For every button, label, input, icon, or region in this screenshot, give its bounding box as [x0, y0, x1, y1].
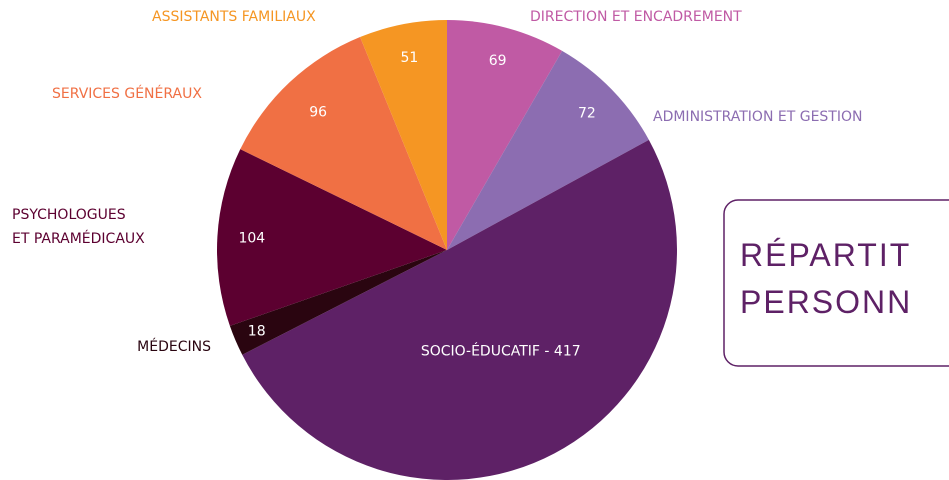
- pie-slice: [242, 139, 677, 480]
- category-label: PSYCHOLOGUES ET PARAMÉDICAUX: [12, 207, 145, 247]
- value-label: 72: [578, 105, 596, 121]
- category-label: ADMINISTRATION ET GESTION: [653, 109, 863, 125]
- value-label: 69: [489, 53, 507, 69]
- pie-slice: [240, 37, 447, 250]
- title-box: [723, 199, 949, 367]
- title-line: PERSONN: [740, 284, 913, 320]
- pie-slice: [216, 149, 447, 326]
- value-label: 18: [248, 323, 266, 339]
- category-label: ASSISTANTS FAMILIAUX: [152, 9, 316, 25]
- pie-slice: [360, 20, 447, 250]
- value-label: 51: [400, 50, 418, 66]
- value-label: 104: [238, 230, 265, 246]
- title-line: RÉPARTIT: [740, 237, 912, 273]
- pie-slice: [229, 250, 447, 355]
- value-label: 96: [309, 104, 327, 120]
- value-label: SOCIO-ÉDUCATIF - 417: [421, 343, 581, 360]
- pie-slice: [447, 20, 563, 250]
- category-label: DIRECTION ET ENCADREMENT: [530, 9, 742, 25]
- pie-slice: [447, 50, 649, 250]
- category-label: MÉDECINS: [137, 339, 211, 355]
- category-label: SERVICES GÉNÉRAUX: [52, 86, 202, 102]
